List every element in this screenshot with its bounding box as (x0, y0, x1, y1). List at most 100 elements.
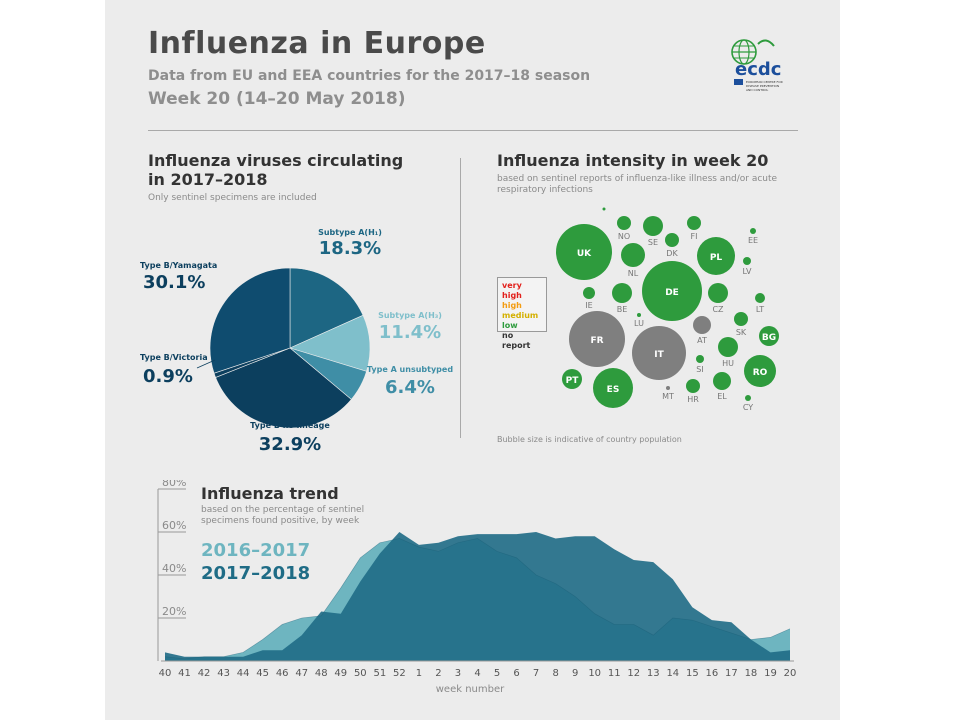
pie-slice-type-b-yamagata (209, 267, 291, 374)
intensity-description: based on sentinel reports of influenza-l… (497, 174, 777, 196)
bubble-nl (621, 243, 645, 267)
bubble-pl (697, 237, 735, 275)
bubble-ro (744, 355, 776, 387)
bubble-label-at: AT (697, 336, 707, 345)
bubble-label-dk: DK (666, 249, 678, 258)
trend-xtick-20: 20 (784, 668, 797, 679)
bubble-lv (743, 257, 751, 265)
bubble-ie (583, 287, 595, 299)
trend-xtick-51: 51 (373, 668, 386, 679)
legend-season-2016: 2016–2017 (201, 540, 311, 561)
bubble-cz (708, 283, 728, 303)
bubble-hu (718, 337, 738, 357)
pie-slice-subtype-a-h1- (289, 267, 364, 349)
bubble-label-be: BE (617, 305, 628, 314)
trend-line-2016 (164, 538, 791, 660)
trend-xtick-19: 19 (764, 668, 777, 679)
bubble-footnote: Bubble size is indicative of country pop… (497, 435, 682, 444)
trend-xtick-14: 14 (666, 668, 679, 679)
trend-chart: 20%40%60%80% 40 41 42 43 44 45 46 47 48 49 50 51 52 1… (157, 480, 797, 695)
bubble-label-pt: PT (566, 376, 580, 386)
trend-ytick-20: 20% (162, 605, 186, 618)
bubble-label-mt: MT (662, 392, 674, 401)
trend-grid: 20% 40% 60% 80% (157, 480, 186, 661)
legend-no-report: no report (502, 331, 531, 350)
trend-xtick-11: 11 (608, 668, 621, 679)
trend-area-2017-2018 (165, 532, 790, 661)
bubble-hr (686, 379, 700, 393)
pie-labels: Subtype A(H₁)18.3% Subtype A(H₃) 11.4% Type… (140, 228, 453, 455)
bubble-label-es: ES (607, 385, 620, 395)
trend-xtick-12: 12 (627, 668, 640, 679)
bubble-mt (666, 386, 670, 390)
intensity-desc-line2: respiratory infections (497, 185, 593, 195)
trend-xtick-42: 42 (198, 668, 211, 679)
bubble-label-hr: HR (687, 395, 699, 404)
bubble-label-fr: FR (590, 336, 603, 346)
bubble-lt (755, 293, 765, 303)
bubble-dk (665, 233, 679, 247)
trend-xtick-45: 45 (256, 668, 269, 679)
bubble-be (612, 283, 632, 303)
bubble-label-lt: LT (756, 305, 764, 314)
trend-xtick-50: 50 (354, 668, 367, 679)
bubble-label-si: SI (696, 365, 703, 374)
trend-xtick-46: 46 (276, 668, 289, 679)
trend-ytick-40: 40% (162, 562, 186, 575)
trend-xtick-41: 41 (178, 668, 191, 679)
trend-axis: 40 41 42 43 44 45 46 47 48 49 50 51 52 1 2 3 4 5 6 7 8 9 10 11 1… (159, 660, 797, 679)
logo-text: ecdc (735, 59, 781, 80)
svg-text:AND CONTROL: AND CONTROL (746, 88, 769, 92)
bubble-label-pl: PL (710, 253, 723, 263)
legend-season-2017: 2017–2018 (201, 563, 311, 584)
bubble-no (617, 216, 631, 230)
trend-xtick-17: 17 (725, 668, 738, 679)
trend-areas (164, 532, 791, 661)
viruses-title-line2: in 2017–2018 (148, 170, 268, 189)
page-subtitle: Data from EU and EEA countries for the 2… (148, 68, 591, 84)
header-divider (148, 130, 798, 131)
section-divider (460, 158, 461, 438)
bubble-label-lu: LU (634, 319, 644, 328)
trend-xtick-1: 1 (416, 668, 422, 679)
legend-medium: medium (502, 311, 539, 320)
bubble-pt (562, 369, 582, 389)
bubble-sk (734, 312, 748, 326)
bubble-it (632, 326, 686, 380)
pie-slice-type-b-no-lineage (215, 347, 352, 429)
bubble-label-cz: CZ (712, 305, 724, 314)
pie-value-type-b-no-lineage: 32.9% (259, 434, 321, 455)
trend-xtick-3: 3 (455, 668, 461, 679)
victoria-connector (196, 359, 216, 369)
trend-xtick-2: 2 (435, 668, 441, 679)
trend-xtick-7: 7 (533, 668, 539, 679)
pie-value-type-a-unsubtyped: 6.4% (385, 377, 435, 398)
trend-xtick-6: 6 (513, 668, 519, 679)
ecdc-logo: ecdc EUROPEAN CENTRE FOR DISEASE PREVENT… (728, 36, 798, 92)
trend-xtick-44: 44 (237, 668, 250, 679)
bubble-is (602, 207, 606, 211)
legend-low: low (502, 321, 518, 330)
bubble-ee (750, 228, 756, 234)
trend-ytick-60: 60% (162, 519, 186, 532)
bubble-label-ro: RO (753, 368, 768, 378)
pie-label-type-a-unsubtyped: Type A unsubtyped (367, 365, 453, 374)
pie-label-subtype-a-h1-: Subtype A(H₁) (318, 228, 382, 237)
bubble-label-se: SE (648, 238, 658, 247)
trend-xtick-13: 13 (647, 668, 660, 679)
bubble-label-no: NO (618, 232, 630, 241)
trend-description: based on the percentage of sentinel spec… (201, 505, 364, 527)
bubble-label-ee: EE (748, 236, 758, 245)
trend-xtick-18: 18 (745, 668, 758, 679)
trend-xtick-15: 15 (686, 668, 699, 679)
trend-xtick-10: 10 (588, 668, 601, 679)
trend-xtick-52: 52 (393, 668, 406, 679)
pie-slices (209, 267, 371, 429)
bubble-label-nl: NL (628, 269, 639, 278)
bubble-fr (569, 311, 625, 367)
bubble-se (643, 216, 663, 236)
trend-desc-line1: based on the percentage of sentinel (201, 505, 365, 515)
trend-xtick-5: 5 (494, 668, 500, 679)
legend-very-high: very high (502, 281, 522, 300)
trend-title: Influenza trend (201, 484, 339, 503)
